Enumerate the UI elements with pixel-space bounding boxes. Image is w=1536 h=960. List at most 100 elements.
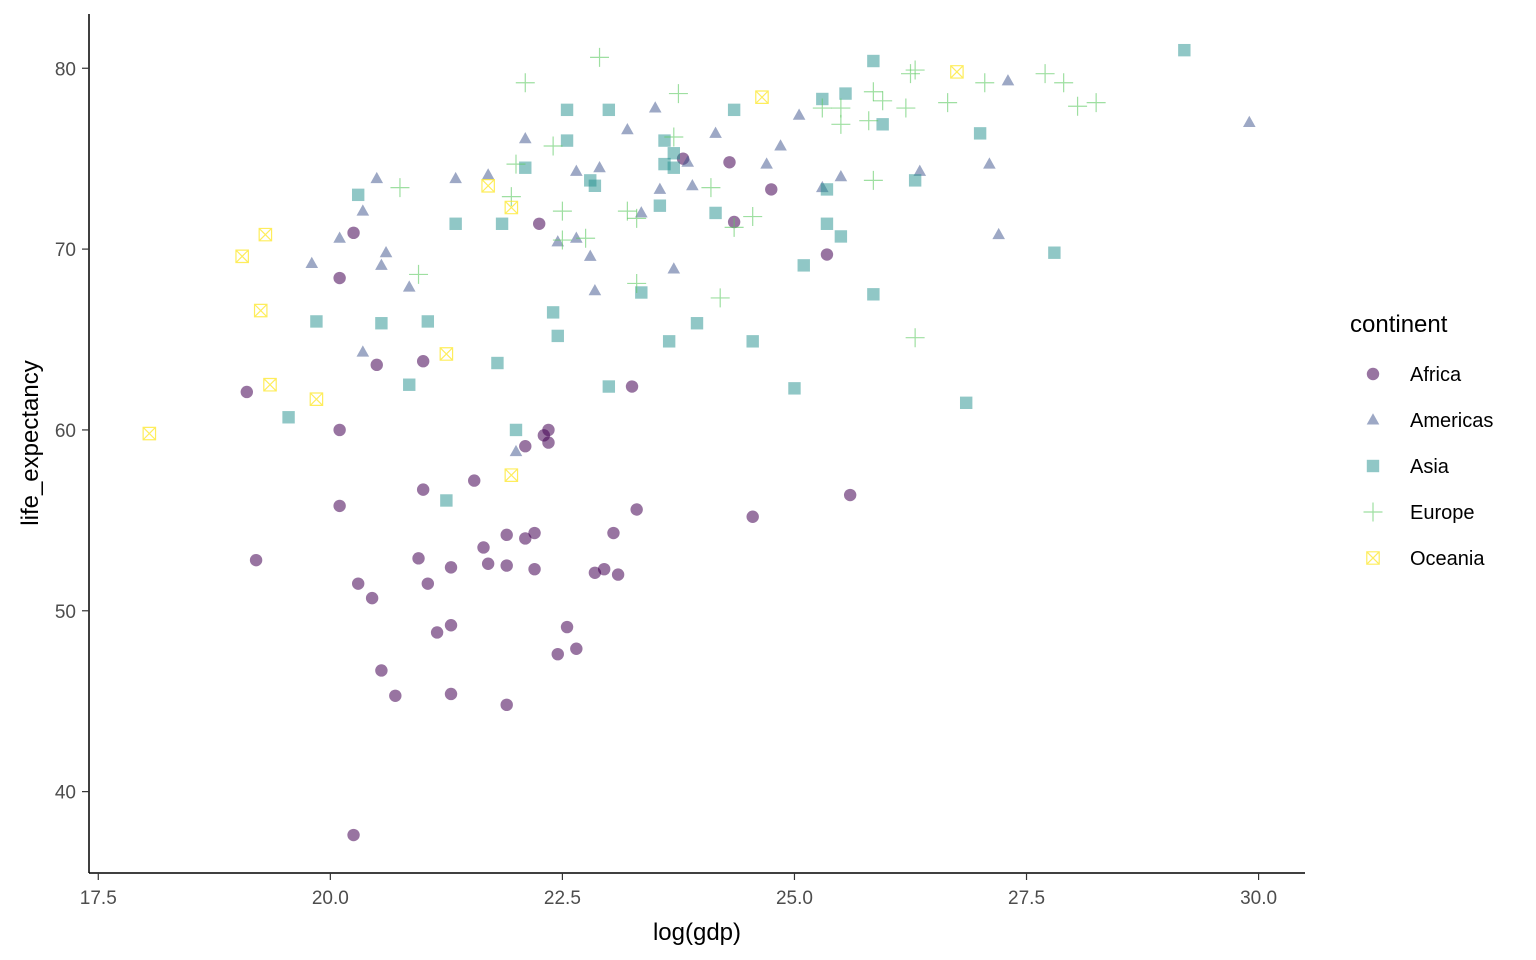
data-point-asia bbox=[658, 134, 671, 147]
data-point-asia bbox=[662, 335, 676, 348]
data-point-europe bbox=[390, 178, 410, 198]
data-point-africa bbox=[519, 440, 532, 453]
data-point-asia bbox=[797, 259, 810, 272]
data-point-africa bbox=[500, 559, 513, 572]
data-point-africa bbox=[333, 499, 346, 513]
y-tick-label: 70 bbox=[55, 240, 76, 261]
data-point-africa bbox=[416, 355, 430, 368]
data-point-europe bbox=[1035, 64, 1055, 84]
data-point-africa bbox=[477, 541, 490, 554]
data-point-asia bbox=[310, 315, 323, 328]
data-point-africa bbox=[542, 423, 555, 437]
data-point-africa bbox=[412, 552, 425, 565]
data-point-asia bbox=[602, 103, 616, 117]
data-point-americas bbox=[588, 283, 602, 296]
data-point-americas bbox=[333, 231, 346, 243]
data-point-americas bbox=[760, 157, 773, 169]
y-tick-label: 50 bbox=[55, 602, 76, 623]
data-point-europe bbox=[576, 228, 596, 248]
data-point-africa bbox=[500, 528, 513, 542]
data-point-africa bbox=[607, 526, 620, 540]
data-point-oceania bbox=[235, 249, 249, 264]
data-point-americas bbox=[1001, 74, 1015, 86]
data-point-europe bbox=[506, 154, 526, 174]
data-point-americas bbox=[449, 171, 462, 184]
data-point-asia bbox=[560, 103, 574, 117]
data-point-europe bbox=[859, 111, 879, 131]
data-point-oceania bbox=[253, 303, 268, 318]
data-point-africa bbox=[551, 647, 564, 661]
data-point-africa bbox=[528, 562, 541, 576]
data-point-americas bbox=[648, 101, 662, 113]
data-point-europe bbox=[590, 47, 610, 67]
data-point-asia bbox=[746, 335, 759, 348]
data-point-oceania bbox=[504, 200, 519, 215]
data-point-americas bbox=[621, 122, 634, 135]
data-point-asia bbox=[440, 494, 453, 507]
data-point-asia bbox=[667, 161, 680, 174]
data-point-europe bbox=[552, 230, 572, 250]
data-point-africa bbox=[444, 687, 458, 701]
x-tick-label: 22.5 bbox=[544, 888, 581, 909]
x-axis-title: log(gdp) bbox=[653, 919, 741, 946]
y-tick-label: 40 bbox=[55, 783, 76, 804]
data-point-americas bbox=[834, 170, 848, 182]
data-point-africa bbox=[611, 568, 625, 581]
data-point-asia bbox=[834, 230, 848, 243]
data-point-africa bbox=[820, 248, 834, 261]
data-point-asia bbox=[351, 188, 365, 202]
data-point-europe bbox=[1068, 96, 1088, 116]
data-point-europe bbox=[552, 201, 572, 221]
data-point-oceania bbox=[504, 468, 519, 482]
data-point-africa bbox=[333, 271, 346, 285]
legend-key-americas bbox=[1366, 413, 1380, 425]
data-point-africa bbox=[416, 483, 430, 496]
data-point-africa bbox=[570, 642, 583, 655]
legend-item-americas: Americas bbox=[1366, 410, 1493, 432]
data-point-europe bbox=[975, 73, 995, 93]
data-point-oceania bbox=[309, 392, 324, 406]
data-point-africa bbox=[500, 698, 513, 712]
data-point-asia bbox=[788, 382, 801, 395]
data-point-americas bbox=[551, 235, 565, 247]
data-point-americas bbox=[570, 231, 583, 243]
data-point-europe bbox=[831, 98, 851, 118]
data-point-asia bbox=[690, 317, 704, 330]
data-point-europe bbox=[900, 64, 920, 84]
data-point-asia bbox=[727, 103, 741, 117]
data-point-asia bbox=[653, 199, 667, 212]
data-point-europe bbox=[831, 114, 851, 134]
legend-label: Oceania bbox=[1410, 548, 1485, 570]
data-point-americas bbox=[593, 160, 606, 173]
data-point-americas bbox=[653, 182, 667, 194]
legend-label: Americas bbox=[1410, 410, 1493, 432]
legend-key-asia bbox=[1366, 459, 1380, 473]
data-point-europe bbox=[873, 91, 893, 111]
series-oceania bbox=[142, 65, 964, 482]
data-point-africa bbox=[746, 510, 759, 523]
data-point-oceania bbox=[263, 377, 277, 392]
data-point-africa bbox=[532, 217, 546, 230]
series-asia bbox=[282, 43, 1191, 507]
data-point-africa bbox=[588, 566, 602, 580]
data-point-americas bbox=[402, 280, 416, 292]
data-point-africa bbox=[240, 385, 254, 399]
data-point-europe bbox=[543, 136, 563, 156]
data-point-africa bbox=[347, 828, 360, 842]
data-point-africa bbox=[347, 226, 360, 240]
data-point-americas bbox=[481, 168, 495, 180]
data-point-asia bbox=[667, 147, 680, 160]
data-point-americas bbox=[913, 164, 927, 176]
legend-label: Europe bbox=[1410, 502, 1475, 524]
data-point-asia bbox=[519, 161, 532, 174]
data-point-africa bbox=[528, 526, 541, 540]
legend-item-europe: Europe bbox=[1363, 502, 1475, 524]
data-point-americas bbox=[305, 256, 319, 269]
legend-label: Asia bbox=[1410, 456, 1450, 478]
series-americas bbox=[305, 74, 1256, 457]
data-point-asia bbox=[495, 217, 509, 230]
data-point-americas bbox=[518, 132, 532, 144]
data-point-americas bbox=[774, 139, 787, 151]
data-point-africa bbox=[444, 619, 458, 632]
